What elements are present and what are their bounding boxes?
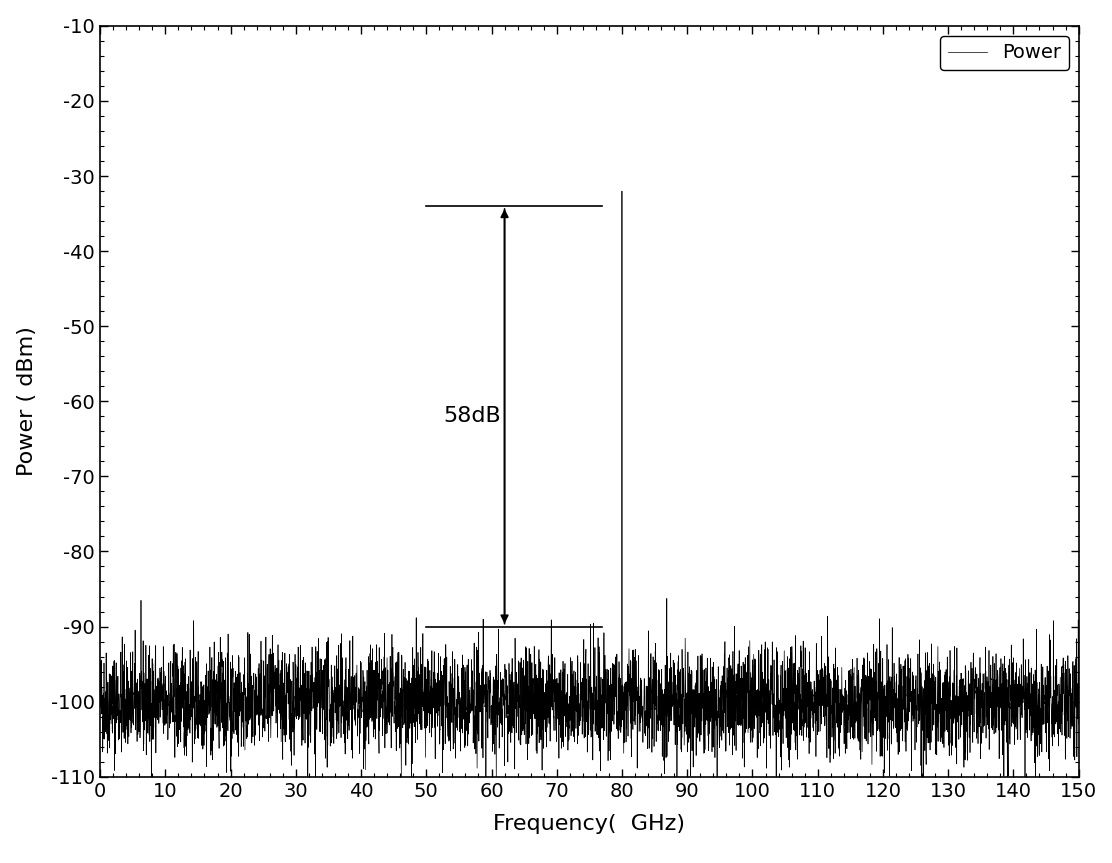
- Legend: Power: Power: [940, 35, 1069, 70]
- Power: [271, 639, 285, 650]
- Power: [467, 638, 480, 648]
- Line: Power: Power: [100, 191, 1079, 787]
- Power: [615, 186, 628, 196]
- Power: [1072, 719, 1085, 729]
- Power: [824, 749, 837, 759]
- Power: [145, 782, 158, 792]
- Y-axis label: Power ( dBm): Power ( dBm): [17, 326, 37, 476]
- Power: [898, 656, 912, 666]
- Power: [681, 746, 694, 757]
- X-axis label: Frequency(  GHz): Frequency( GHz): [494, 815, 685, 835]
- Text: 58dB: 58dB: [443, 406, 500, 426]
- Power: [93, 683, 107, 694]
- Power: [731, 669, 744, 679]
